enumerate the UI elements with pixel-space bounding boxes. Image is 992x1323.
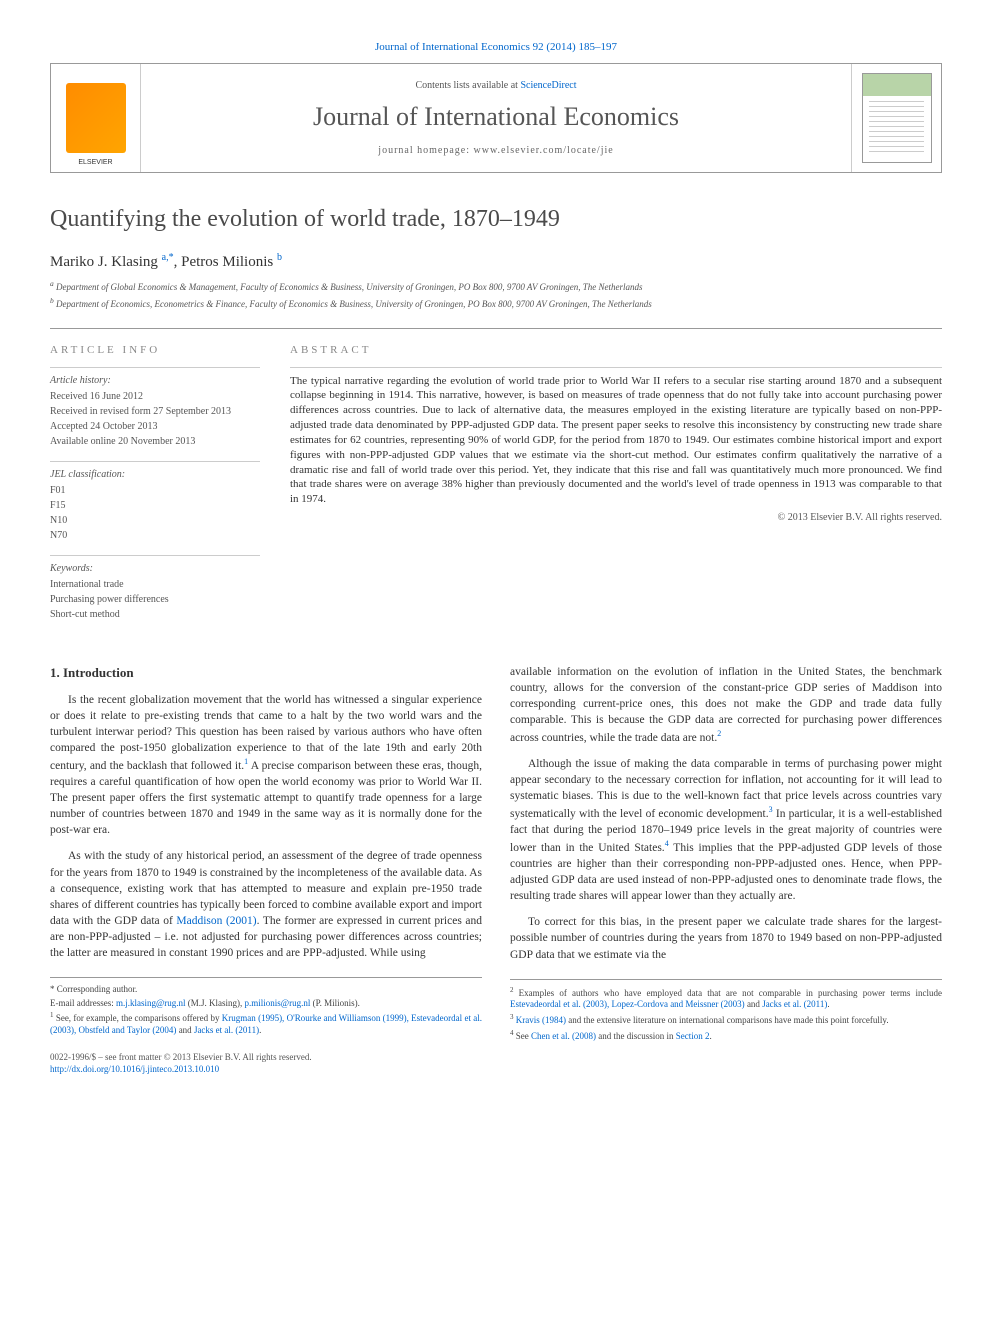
para-3: available information on the evolution o… xyxy=(510,664,942,746)
right-footnotes: 2 Examples of authors who have employed … xyxy=(510,979,942,1043)
aff-mark-a: a xyxy=(50,279,54,288)
f2-b: and xyxy=(745,999,763,1009)
jel-1: F15 xyxy=(50,499,260,513)
contents-prefix: Contents lists available at xyxy=(415,80,520,91)
abstract-text: The typical narrative regarding the evol… xyxy=(290,367,942,508)
history-2: Accepted 24 October 2013 xyxy=(50,420,260,434)
para-1: Is the recent globalization movement tha… xyxy=(50,692,482,839)
left-footnotes: * Corresponding author. E-mail addresses… xyxy=(50,977,482,1037)
para-4: Although the issue of making the data co… xyxy=(510,756,942,905)
section-1-heading: 1. Introduction xyxy=(50,664,482,682)
f1-c: . xyxy=(259,1025,261,1035)
f2-link2[interactable]: Jacks et al. (2011) xyxy=(762,999,827,1009)
f3-b: and the extensive literature on internat… xyxy=(566,1015,889,1025)
corr-text: Corresponding author. xyxy=(57,984,138,994)
keywords-block: Keywords: International trade Purchasing… xyxy=(50,555,260,622)
doi-link[interactable]: http://dx.doi.org/10.1016/j.jinteco.2013… xyxy=(50,1064,219,1074)
body-columns: 1. Introduction Is the recent globalizat… xyxy=(50,664,942,1076)
elsevier-logo xyxy=(66,83,126,153)
jel-2: N10 xyxy=(50,514,260,528)
corresponding-note: * Corresponding author. xyxy=(50,984,482,996)
f2-links[interactable]: Estevadeordal et al. (2003), Lopez-Cordo… xyxy=(510,999,745,1009)
journal-homepage: journal homepage: www.elsevier.com/locat… xyxy=(149,144,843,158)
email-label: E-mail addresses: xyxy=(50,998,116,1008)
citation-line: Journal of International Economics 92 (2… xyxy=(50,40,942,55)
f4-a: See xyxy=(516,1031,531,1041)
header-center: Contents lists available at ScienceDirec… xyxy=(141,71,851,165)
email-1-who: (M.J. Klasing), xyxy=(186,998,245,1008)
f1-b: and xyxy=(176,1025,194,1035)
email-2[interactable]: p.milionis@rug.nl xyxy=(245,998,311,1008)
p5-text: To correct for this bias, in the present… xyxy=(510,916,942,960)
history-1: Received in revised form 27 September 20… xyxy=(50,405,260,419)
kw-1: Purchasing power differences xyxy=(50,593,260,607)
history-label: Article history: xyxy=(50,374,260,388)
article-title: Quantifying the evolution of world trade… xyxy=(50,203,942,237)
f2-a: Examples of authors who have employed da… xyxy=(519,988,942,998)
footnote-3: 3 Kravis (1984) and the extensive litera… xyxy=(510,1013,942,1027)
info-heading: ARTICLE INFO xyxy=(50,343,260,358)
issn-line: 0022-1996/$ – see front matter © 2013 El… xyxy=(50,1051,482,1064)
email-note: E-mail addresses: m.j.klasing@rug.nl (M.… xyxy=(50,998,482,1010)
f4-link2[interactable]: Section 2 xyxy=(676,1031,710,1041)
footnote-4: 4 See Chen et al. (2008) and the discuss… xyxy=(510,1029,942,1043)
author-sep: , xyxy=(174,254,182,270)
cover-box xyxy=(851,64,941,172)
article-info: ARTICLE INFO Article history: Received 1… xyxy=(50,343,260,633)
kw-0: International trade xyxy=(50,578,260,592)
journal-cover-thumbnail xyxy=(862,73,932,163)
author-2: Petros Milionis xyxy=(181,254,273,270)
email-1[interactable]: m.j.klasing@rug.nl xyxy=(116,998,186,1008)
para-5: To correct for this bias, in the present… xyxy=(510,914,942,962)
aff-text-a: Department of Global Economics & Managem… xyxy=(56,282,642,292)
history-3: Available online 20 November 2013 xyxy=(50,435,260,449)
footnote-2: 2 Examples of authors who have employed … xyxy=(510,986,942,1011)
citation-link[interactable]: Journal of International Economics 92 (2… xyxy=(375,41,617,53)
authors-line: Mariko J. Klasing a,*, Petros Milionis b xyxy=(50,251,942,273)
keywords-label: Keywords: xyxy=(50,562,260,576)
bottom-info: 0022-1996/$ – see front matter © 2013 El… xyxy=(50,1051,482,1076)
f3-link[interactable]: Kravis (1984) xyxy=(516,1015,566,1025)
footnote-1: 1 See, for example, the comparisons offe… xyxy=(50,1011,482,1036)
abstract-column: ABSTRACT The typical narrative regarding… xyxy=(290,343,942,633)
affiliation-b: b Department of Economics, Econometrics … xyxy=(50,296,942,311)
f4-link[interactable]: Chen et al. (2008) xyxy=(531,1031,596,1041)
aff-text-b: Department of Economics, Econometrics & … xyxy=(56,299,652,309)
author-1: Mariko J. Klasing xyxy=(50,254,158,270)
journal-header: Contents lists available at ScienceDirec… xyxy=(50,63,942,173)
jel-label: JEL classification: xyxy=(50,468,260,482)
aff-mark-b: b xyxy=(50,296,54,305)
abstract-copyright: © 2013 Elsevier B.V. All rights reserved… xyxy=(290,511,942,525)
p3-text: available information on the evolution o… xyxy=(510,666,942,744)
para-2: As with the study of any historical peri… xyxy=(50,848,482,961)
affiliation-a: a Department of Global Economics & Manag… xyxy=(50,279,942,294)
author-2-aff: b xyxy=(277,252,282,263)
info-abstract-row: ARTICLE INFO Article history: Received 1… xyxy=(50,328,942,633)
f4-b: and the discussion in xyxy=(596,1031,676,1041)
publisher-logo-box xyxy=(51,64,141,172)
contents-line: Contents lists available at ScienceDirec… xyxy=(149,79,843,93)
author-1-aff: a, xyxy=(162,252,169,263)
right-column: available information on the evolution o… xyxy=(510,664,942,1076)
f2-c: . xyxy=(827,999,829,1009)
abstract-heading: ABSTRACT xyxy=(290,343,942,358)
journal-name: Journal of International Economics xyxy=(149,99,843,135)
jel-block: JEL classification: F01 F15 N10 N70 xyxy=(50,461,260,543)
jel-0: F01 xyxy=(50,484,260,498)
kw-2: Short-cut method xyxy=(50,608,260,622)
sciencedirect-link[interactable]: ScienceDirect xyxy=(520,80,576,91)
left-column: 1. Introduction Is the recent globalizat… xyxy=(50,664,482,1076)
maddison-link[interactable]: Maddison (2001) xyxy=(176,915,256,927)
f4-c: . xyxy=(709,1031,711,1041)
f1-link2[interactable]: Jacks et al. (2011) xyxy=(194,1025,259,1035)
history-0: Received 16 June 2012 xyxy=(50,390,260,404)
history-block: Article history: Received 16 June 2012 R… xyxy=(50,367,260,449)
jel-3: N70 xyxy=(50,529,260,543)
f1-a: See, for example, the comparisons offere… xyxy=(56,1013,222,1023)
email-2-who: (P. Milionis). xyxy=(310,998,360,1008)
footnote-ref-2[interactable]: 2 xyxy=(717,729,721,738)
